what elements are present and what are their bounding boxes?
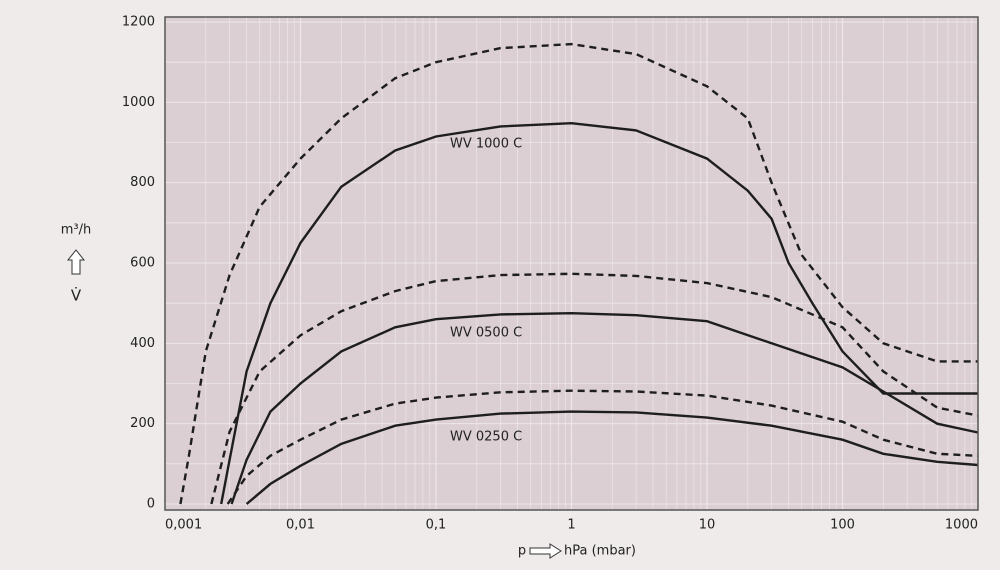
x-tick-label: 1 (567, 518, 575, 533)
curve (210, 272, 979, 505)
x-arrow (529, 543, 562, 559)
curve (179, 42, 978, 505)
x-axis-symbol: p (518, 544, 526, 559)
y-axis-symbol: V̇ (71, 286, 82, 305)
y-tick-label: 1000 (122, 95, 155, 110)
plot-frame (164, 16, 979, 511)
x-axis-label: hPa (mbar) (564, 544, 636, 559)
grid (164, 17, 979, 510)
series-label: WV 0250 C (450, 430, 522, 445)
y-tick-label: 400 (130, 336, 155, 351)
curve (220, 121, 978, 505)
curve (226, 389, 979, 505)
y-tick-label: 1200 (122, 15, 155, 30)
x-tick-label: 0,001 (165, 518, 202, 533)
y-tick-label: 600 (130, 256, 155, 271)
curve (245, 410, 979, 505)
y-tick-label: 0 (147, 497, 155, 512)
lines (179, 42, 979, 505)
x-tick-label: 1000 (945, 518, 978, 533)
series-label: WV 0500 C (450, 326, 522, 341)
series-label: WV 1000 C (450, 137, 522, 152)
x-tick-label: 0,01 (286, 518, 315, 533)
y-axis-label: m³/h (61, 223, 92, 238)
x-tick-label: 100 (830, 518, 855, 533)
y-tick-label: 800 (130, 175, 155, 190)
y-arrow (66, 249, 86, 275)
y-tick-label: 200 (130, 416, 155, 431)
x-tick-label: 10 (699, 518, 716, 533)
x-tick-label: 0,1 (426, 518, 447, 533)
curve (230, 311, 979, 505)
